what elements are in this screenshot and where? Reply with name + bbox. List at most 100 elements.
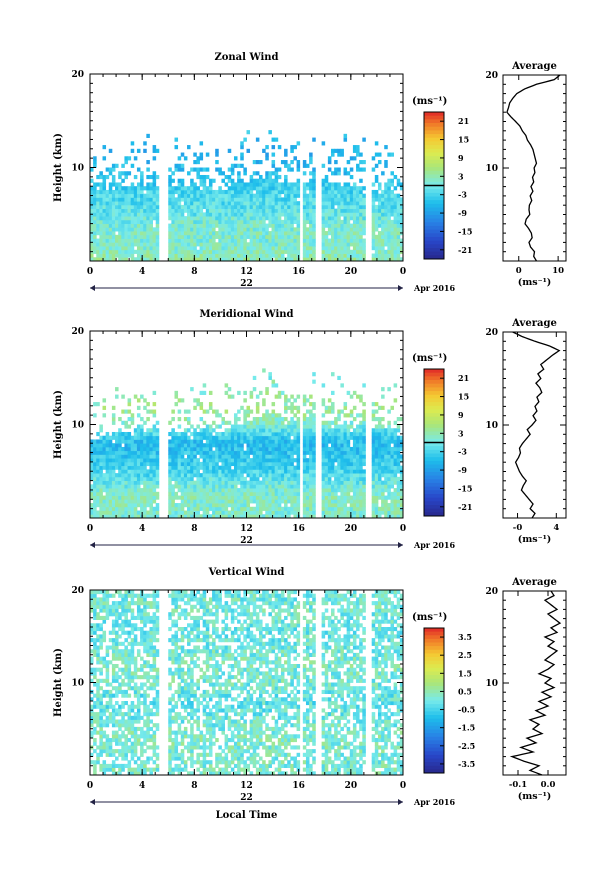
heatmap-cell xyxy=(118,186,122,191)
heatmap-cell xyxy=(233,435,238,440)
heatmap-cell xyxy=(202,503,207,508)
heatmap-cell xyxy=(233,216,238,221)
heatmap-cell xyxy=(296,417,301,422)
heatmap-cell xyxy=(140,242,144,247)
heatmap-cell xyxy=(224,253,229,258)
heatmap-cell xyxy=(190,212,194,217)
heatmap-cell xyxy=(343,216,348,221)
heatmap-cell xyxy=(237,223,241,228)
heatmap-cell xyxy=(352,257,357,262)
heatmap-cell xyxy=(243,189,247,195)
heatmap-cell xyxy=(324,212,329,217)
heatmap-cell xyxy=(208,446,213,452)
x-tick-label: 20 xyxy=(345,524,358,534)
heatmap-cell xyxy=(327,193,332,198)
heatmap-cell xyxy=(130,491,135,496)
heatmap-cell xyxy=(212,178,216,183)
heatmap-cell xyxy=(133,491,138,496)
heatmap-cell xyxy=(343,495,348,500)
heatmap-cell xyxy=(312,208,316,213)
heatmap-cell xyxy=(102,480,107,485)
heatmap-cell xyxy=(337,257,341,262)
heatmap-cell xyxy=(252,428,257,433)
heatmap-cell xyxy=(130,480,135,485)
heatmap-cell xyxy=(124,238,128,243)
heatmap-cell xyxy=(108,246,113,251)
heatmap-cell xyxy=(105,454,110,459)
heatmap-cell xyxy=(177,223,182,228)
heatmap-cell xyxy=(230,178,235,183)
heatmap-cell xyxy=(190,216,194,221)
heatmap-cell xyxy=(140,234,144,239)
heatmap-cell xyxy=(237,469,241,474)
heatmap-cell xyxy=(108,193,113,198)
heatmap-cell xyxy=(136,234,141,239)
heatmap-cell xyxy=(274,189,279,195)
heatmap-cell xyxy=(352,212,357,217)
heatmap-cell xyxy=(212,499,216,504)
heatmap-cell xyxy=(321,491,326,496)
heatmap-cell xyxy=(249,420,254,425)
heatmap-cell xyxy=(381,488,385,493)
heatmap-cell xyxy=(337,458,341,463)
heatmap-cell xyxy=(371,409,376,414)
heatmap-cell xyxy=(183,231,188,236)
heatmap-cell xyxy=(218,186,222,191)
heatmap-cell xyxy=(324,499,329,504)
heatmap-cell xyxy=(102,495,107,500)
heatmap-cell xyxy=(296,480,301,485)
heatmap-cell xyxy=(177,495,182,500)
heatmap-cell xyxy=(127,197,132,202)
heatmap-cell xyxy=(259,450,263,455)
heatmap-cell xyxy=(374,193,379,198)
heatmap-cell xyxy=(277,242,282,247)
heatmap-cell xyxy=(193,435,197,440)
colorbar-segment xyxy=(424,225,444,231)
heatmap-cell xyxy=(343,137,348,142)
colorbar-segment xyxy=(424,508,444,513)
heatmap-cell xyxy=(343,428,348,433)
heatmap-cell xyxy=(343,420,348,425)
heatmap-cell xyxy=(396,246,401,251)
heatmap-cell xyxy=(356,491,360,496)
heatmap-cell xyxy=(183,510,188,515)
heatmap-cell xyxy=(171,450,175,455)
heatmap-cell xyxy=(268,372,272,377)
heatmap-cell xyxy=(102,178,107,183)
heatmap-cell xyxy=(177,246,182,251)
heatmap-cell xyxy=(193,480,197,485)
heatmap-cell xyxy=(212,510,216,515)
heatmap-cell xyxy=(249,189,254,195)
heatmap-cell xyxy=(196,253,200,258)
heatmap-cell xyxy=(202,193,207,198)
heatmap-cell xyxy=(230,446,235,452)
heatmap-cell xyxy=(230,454,235,459)
heatmap-cell xyxy=(227,491,232,496)
heatmap-cell xyxy=(99,174,103,180)
heatmap-cell xyxy=(296,246,301,251)
heatmap-cell xyxy=(127,476,132,481)
heatmap-cell xyxy=(271,420,276,425)
heatmap-cell xyxy=(390,219,395,224)
heatmap-cell xyxy=(343,476,348,481)
heatmap-cell xyxy=(346,413,351,418)
heatmap-cell xyxy=(187,234,191,239)
heatmap-cell xyxy=(362,443,366,448)
heatmap-cell xyxy=(143,201,147,206)
heatmap-cell xyxy=(265,484,269,489)
heatmap-cell xyxy=(102,465,107,470)
heatmap-cell xyxy=(277,417,282,422)
colorbar-segment xyxy=(424,244,444,249)
heatmap-cell xyxy=(290,167,294,172)
heatmap-cell xyxy=(196,465,200,470)
heatmap-cell xyxy=(155,148,160,153)
heatmap-cell xyxy=(215,409,219,414)
heatmap-cell xyxy=(274,439,279,444)
x-tick-label: 0 xyxy=(400,267,406,277)
heatmap-cell xyxy=(243,469,247,474)
heatmap-cell xyxy=(359,469,363,474)
heatmap-cell xyxy=(152,506,157,511)
heatmap-cell xyxy=(171,193,175,198)
heatmap-cell xyxy=(237,257,241,262)
heatmap-cell xyxy=(255,461,260,467)
